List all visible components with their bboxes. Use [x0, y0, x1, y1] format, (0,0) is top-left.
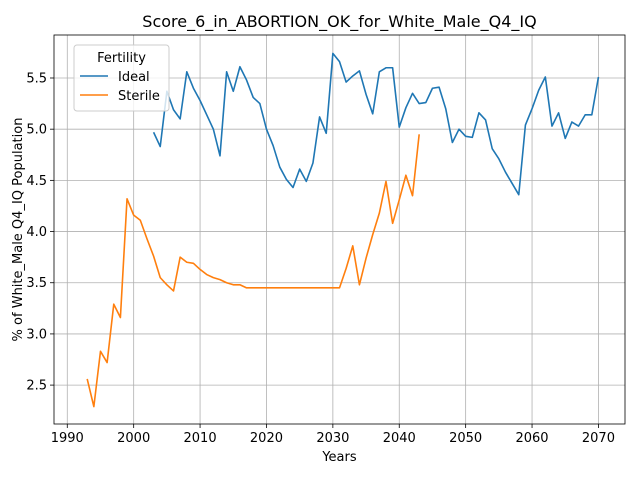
legend-label-ideal: Ideal	[118, 70, 150, 85]
x-tick-label: 2050	[449, 431, 482, 446]
x-tick-label: 2030	[316, 431, 349, 446]
series-line-sterile	[86, 134, 420, 408]
x-tick-label: 2000	[117, 431, 150, 446]
legend-items: Ideal Sterile	[80, 70, 160, 104]
y-axis-ticks: 2.5 3.0 3.5 4.0 4.5 5.0 5.5	[26, 71, 54, 394]
legend-label-sterile: Sterile	[118, 89, 160, 104]
series-line-ideal	[152, 52, 600, 196]
y-tick-label: 3.0	[26, 327, 47, 342]
series-lines	[86, 52, 600, 408]
legend: Fertility Ideal Sterile	[73, 44, 170, 112]
x-axis-label: Years	[321, 450, 357, 465]
y-tick-label: 4.5	[26, 174, 47, 189]
x-tick-label: 2070	[582, 431, 615, 446]
y-tick-label: 3.5	[26, 276, 47, 291]
chart-title: Score_6_in_ABORTION_OK_for_White_Male_Q4…	[142, 12, 536, 32]
x-axis-ticks: 1990 2000 2010 2020 2030 2040 2050 2060 2070	[51, 424, 615, 446]
x-tick-label: 2040	[383, 431, 416, 446]
y-tick-label: 4.0	[26, 225, 47, 240]
y-axis-label: % of White_Male Q4_IQ Population	[11, 118, 26, 342]
x-tick-label: 1990	[51, 431, 84, 446]
y-tick-label: 5.5	[26, 71, 47, 86]
y-tick-label: 5.0	[26, 123, 47, 138]
plot-frame	[53, 34, 626, 425]
y-tick-label: 2.5	[26, 379, 47, 394]
legend-title: Fertility	[97, 51, 146, 66]
x-tick-label: 2020	[250, 431, 283, 446]
x-tick-label: 2060	[515, 431, 548, 446]
x-tick-label: 2010	[184, 431, 217, 446]
